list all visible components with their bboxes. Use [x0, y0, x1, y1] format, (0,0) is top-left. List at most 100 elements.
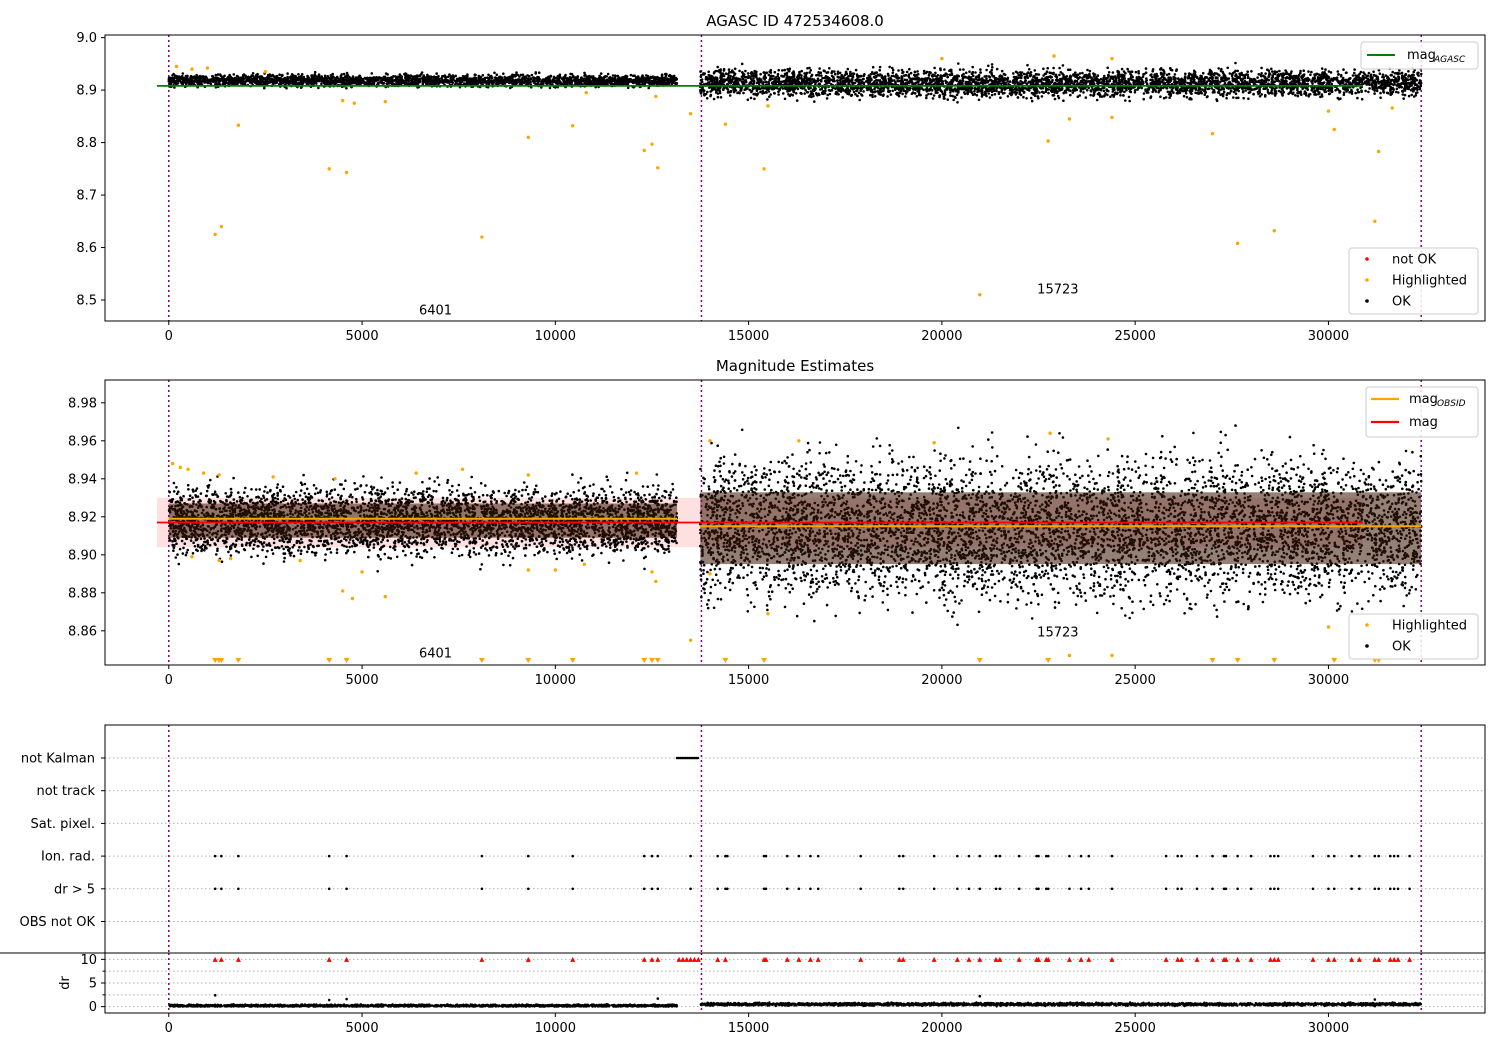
- ok-point: [1302, 69, 1305, 72]
- ok-point: [278, 82, 282, 85]
- ok-point: [805, 71, 809, 75]
- ok-point: [313, 73, 317, 76]
- ok-point: [1201, 71, 1205, 75]
- ok-point: [392, 82, 396, 86]
- ok-point: [1117, 76, 1121, 80]
- ok-point: [766, 98, 769, 101]
- ok-point: [1341, 76, 1345, 80]
- ok-point: [443, 74, 446, 78]
- ok-point: [915, 95, 919, 98]
- ok-point: [426, 74, 429, 78]
- ok-point: [215, 79, 219, 82]
- ok-point: [592, 81, 595, 84]
- ok-point: [603, 82, 607, 85]
- ok-point: [1277, 89, 1281, 93]
- ok-point: [297, 76, 301, 79]
- ok-point: [1052, 71, 1055, 75]
- ok-point: [957, 62, 960, 65]
- ok-point: [272, 74, 275, 78]
- ok-point: [808, 71, 811, 74]
- ok-point: [600, 83, 603, 86]
- ok-point: [412, 80, 415, 83]
- ok-point: [580, 78, 584, 82]
- ok-point: [777, 76, 781, 80]
- ok-point: [626, 77, 629, 81]
- ok-point: [278, 78, 282, 81]
- ok-point: [1327, 70, 1331, 73]
- ok-point: [562, 80, 566, 84]
- ok-point: [1257, 73, 1261, 76]
- ok-point: [1097, 88, 1100, 91]
- ok-point: [341, 81, 345, 84]
- ok-point: [1007, 86, 1011, 90]
- ok-point: [1401, 93, 1405, 96]
- ok-point: [662, 82, 666, 86]
- ok-point: [749, 72, 753, 75]
- ok-point: [486, 80, 489, 83]
- ok-point: [1377, 68, 1381, 72]
- ok-point: [1115, 92, 1119, 96]
- ok-point: [192, 82, 195, 86]
- ok-point: [1084, 96, 1088, 99]
- ok-point: [390, 77, 394, 81]
- ok-point: [1361, 82, 1364, 85]
- ok-point: [1012, 72, 1015, 75]
- ok-point: [583, 77, 586, 80]
- ok-point: [1118, 88, 1121, 91]
- ok-point: [526, 77, 530, 81]
- ok-point: [1040, 95, 1044, 98]
- ok-point: [301, 78, 304, 81]
- ok-point: [280, 81, 284, 85]
- ok-point: [671, 81, 675, 84]
- ok-point: [414, 80, 418, 83]
- ok-point: [953, 88, 957, 91]
- ok-point: [1103, 74, 1106, 78]
- ok-point: [1190, 77, 1193, 80]
- ok-point: [404, 81, 408, 85]
- ok-point: [870, 88, 874, 92]
- ok-point: [1400, 71, 1404, 75]
- ok-point: [589, 82, 592, 86]
- ok-point: [891, 89, 894, 93]
- ok-point: [1161, 86, 1165, 90]
- ok-point: [524, 76, 528, 80]
- ok-point: [1013, 78, 1016, 82]
- ok-point: [1053, 97, 1057, 101]
- ok-point: [1151, 68, 1155, 71]
- ok-point: [805, 79, 809, 83]
- ok-point: [297, 73, 300, 76]
- ok-point: [706, 90, 709, 94]
- ok-point: [1241, 90, 1245, 94]
- ok-point: [629, 73, 633, 77]
- ok-point: [1052, 66, 1055, 70]
- ok-point: [1204, 86, 1207, 89]
- ok-point: [1232, 90, 1236, 94]
- ok-point: [1006, 95, 1010, 98]
- ok-point: [458, 80, 462, 83]
- ok-point: [382, 82, 386, 85]
- ok-point: [660, 73, 664, 77]
- ok-point: [244, 75, 248, 79]
- ok-point: [634, 79, 637, 83]
- ok-point: [750, 90, 753, 94]
- ok-point: [897, 94, 901, 98]
- ok-point: [223, 74, 226, 78]
- ok-point: [578, 82, 581, 85]
- ok-point: [1151, 90, 1154, 94]
- ok-point: [836, 72, 840, 75]
- ok-point: [416, 79, 420, 83]
- ok-point: [181, 72, 185, 75]
- ok-point: [254, 77, 257, 80]
- ok-point: [230, 77, 234, 80]
- ok-point: [462, 79, 466, 82]
- ok-point: [1187, 72, 1191, 75]
- ok-point: [534, 82, 537, 86]
- ok-point: [1079, 87, 1082, 91]
- ok-point: [1209, 79, 1212, 83]
- ok-point: [584, 77, 588, 80]
- ok-point: [232, 73, 236, 76]
- ok-point: [829, 89, 832, 92]
- ok-point: [608, 81, 612, 84]
- ok-point: [642, 78, 645, 81]
